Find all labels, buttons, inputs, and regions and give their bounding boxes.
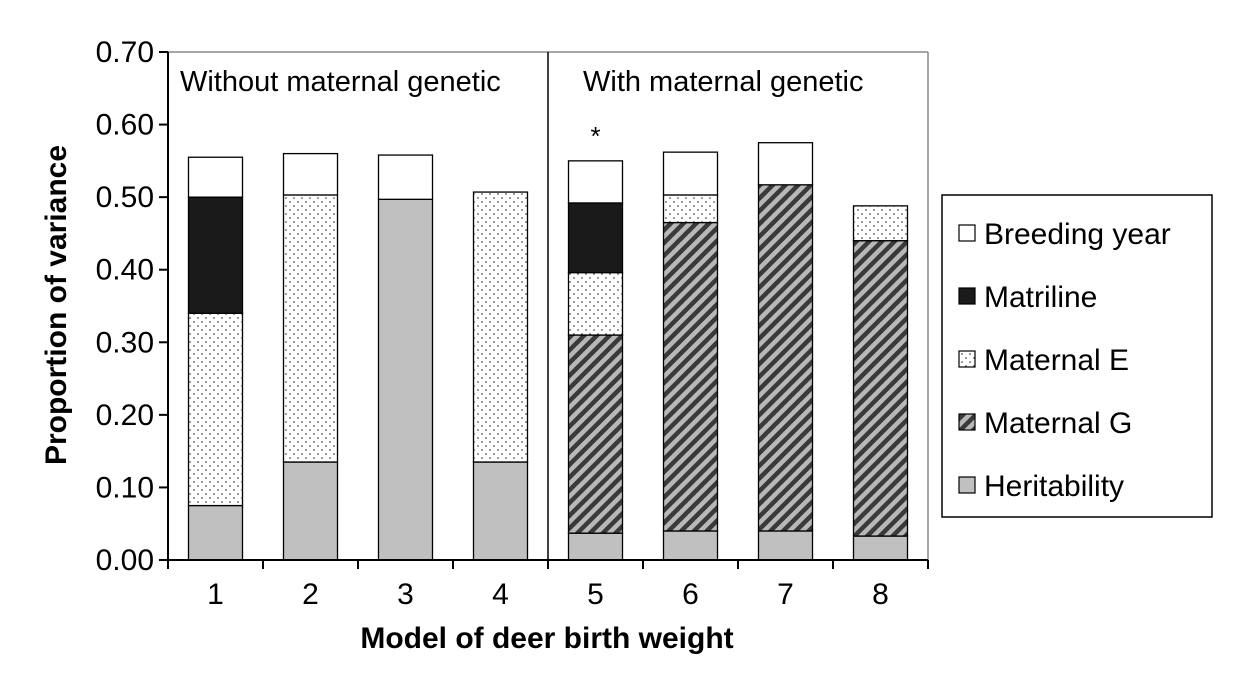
x-axis-title: Model of deer birth weight xyxy=(360,622,733,655)
bar-segment-maternal-e-model-8 xyxy=(852,205,909,242)
legend-box xyxy=(941,194,1213,518)
legend-label-heritability: Heritability xyxy=(984,470,1124,503)
bar-segment-heritability-model-8 xyxy=(852,535,909,561)
bar-segment-maternal-e-model-1 xyxy=(187,312,244,507)
bar-segment-breeding-year-model-6 xyxy=(662,151,719,196)
bar-segment-maternal-g-model-8 xyxy=(852,240,909,537)
bar-segment-maternal-g-model-7 xyxy=(757,184,814,532)
bar-segment-heritability-model-3 xyxy=(377,198,434,561)
x-tick-label-3: 3 xyxy=(397,578,414,611)
axes: 0.00 0.10 0.20 0.30 0.40 0.50 0.60 0.70 1 2 3 4 5 6 7 8 xyxy=(96,36,929,611)
bar-segment-maternal-e-model-6 xyxy=(662,194,719,224)
legend-swatch-maternal-e xyxy=(958,350,976,368)
y-tick-label-2: 0.20 xyxy=(96,399,154,432)
x-tick-label-1: 1 xyxy=(207,578,224,611)
bar-segment-matriline-model-1 xyxy=(187,196,244,314)
bar-segment-heritability-model-7 xyxy=(757,530,814,561)
bar-segment-heritability-model-1 xyxy=(187,504,244,561)
x-tick-label-8: 8 xyxy=(872,578,889,611)
bar-segment-heritability-model-2 xyxy=(282,461,339,561)
y-tick-label-6: 0.60 xyxy=(96,109,154,142)
panel-label-with: With maternal genetic xyxy=(583,66,863,98)
bar-segment-breeding-year-model-7 xyxy=(757,142,814,186)
y-tick-label-5: 0.50 xyxy=(96,181,154,214)
legend-label-maternal-g: Maternal G xyxy=(984,407,1132,440)
bar-segment-maternal-e-model-5 xyxy=(567,271,624,336)
legend-swatch-maternal-g xyxy=(958,413,976,431)
bar-segment-heritability-model-4 xyxy=(472,461,529,561)
bar-segment-heritability-model-6 xyxy=(662,530,719,561)
y-tick-label-7: 0.70 xyxy=(96,36,154,69)
y-tick-label-3: 0.30 xyxy=(96,326,154,359)
bar-segment-maternal-g-model-6 xyxy=(662,221,719,532)
legend-swatch-heritability xyxy=(958,476,976,494)
legend-swatch-matriline xyxy=(958,287,976,305)
bar-segment-matriline-model-5 xyxy=(567,202,624,274)
y-tick-label-1: 0.10 xyxy=(96,471,154,504)
y-axis-title: Proportion of variance xyxy=(40,145,73,465)
bar-segment-breeding-year-model-2 xyxy=(282,152,339,196)
plot-frame xyxy=(168,51,929,560)
x-tick-label-5: 5 xyxy=(587,578,604,611)
y-tick-label-4: 0.40 xyxy=(96,254,154,287)
bar-segment-breeding-year-model-5 xyxy=(567,160,624,204)
bars: * xyxy=(187,121,909,561)
bar-segment-heritability-model-5 xyxy=(567,532,624,561)
legend-label-maternal-e: Maternal E xyxy=(984,344,1129,377)
panel-label-without: Without maternal genetic xyxy=(180,66,501,98)
bar-segment-breeding-year-model-1 xyxy=(187,156,244,198)
x-tick-label-4: 4 xyxy=(492,578,509,611)
x-tick-label-6: 6 xyxy=(682,578,699,611)
legend: Breeding year Matriline Maternal E Maternal… xyxy=(941,194,1213,518)
bar-segment-maternal-g-model-5 xyxy=(567,334,624,534)
bar-segment-maternal-e-model-4 xyxy=(472,191,529,463)
legend-label-matriline: Matriline xyxy=(984,281,1097,314)
x-tick-label-2: 2 xyxy=(302,578,319,611)
bar-segment-breeding-year-model-3 xyxy=(377,154,434,200)
x-tick-label-7: 7 xyxy=(777,578,794,611)
annotation-model-5: * xyxy=(590,121,600,151)
y-tick-label-0: 0.00 xyxy=(96,544,154,577)
legend-swatch-breeding-year xyxy=(958,224,976,242)
legend-label-breeding-year: Breeding year xyxy=(984,218,1171,251)
bar-segment-maternal-e-model-2 xyxy=(282,194,339,463)
